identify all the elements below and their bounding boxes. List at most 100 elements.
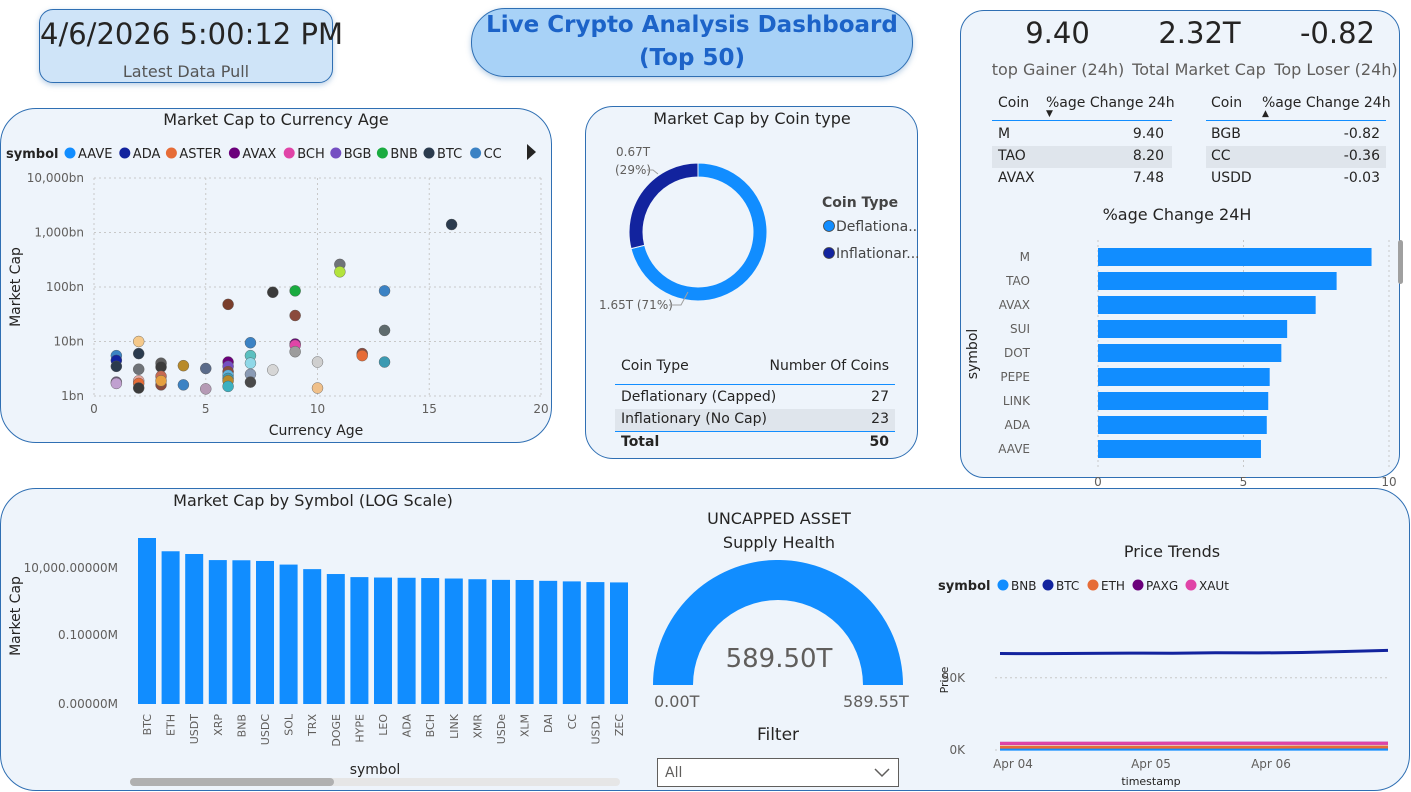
legend-title: symbol bbox=[6, 147, 58, 162]
gauge-max: 589.55T bbox=[843, 692, 909, 711]
legend-label: XAUt bbox=[1199, 579, 1229, 593]
total-label: Total bbox=[621, 434, 660, 450]
scatter-chart[interactable]: Market Cap to Currency Age symbol AAVE ADA A… bbox=[0, 108, 552, 443]
donut-slice bbox=[630, 162, 768, 302]
scatter-point bbox=[132, 347, 145, 360]
bar bbox=[586, 582, 605, 704]
bar bbox=[232, 560, 251, 704]
x-tick-label: 10 bbox=[1381, 475, 1396, 489]
filter-value: All bbox=[665, 765, 683, 781]
y-tick-label: 10bn bbox=[54, 335, 85, 349]
y-tick-label: 10,000.00000M bbox=[24, 561, 118, 575]
gauge-title: UNCAPPED ASSET bbox=[707, 509, 851, 528]
y-tick-label: 0.00000M bbox=[58, 697, 118, 711]
filter-label: Filter bbox=[756, 725, 800, 745]
coin-type-table-header: Coin Type Number Of Coins bbox=[615, 355, 895, 385]
scatter-card bbox=[0, 108, 552, 443]
coin-cell: BGB bbox=[1211, 126, 1241, 142]
legend-marker bbox=[283, 147, 295, 159]
legend-label: BTC bbox=[437, 147, 462, 162]
legend-label: BNB bbox=[390, 147, 418, 162]
scatter-point bbox=[177, 359, 190, 372]
scatter-point bbox=[356, 349, 368, 362]
x-tick-label: Apr 05 bbox=[1131, 757, 1171, 771]
scatter-point bbox=[132, 335, 145, 348]
scatter-point bbox=[334, 266, 346, 278]
legend-next-icon bbox=[527, 144, 536, 160]
dashboard-title-line1: Live Crypto Analysis Dashboard bbox=[486, 12, 898, 38]
bar bbox=[397, 577, 416, 704]
bar bbox=[326, 574, 345, 704]
legend-title: symbol bbox=[938, 579, 990, 594]
x-tick-label: USDC bbox=[259, 714, 272, 746]
gainers-header-change[interactable]: %age Change 24h bbox=[1046, 95, 1175, 111]
x-tick-label: BNB bbox=[235, 714, 248, 737]
legend-label: ASTER bbox=[179, 147, 221, 162]
data-label: 0.67T bbox=[616, 145, 651, 159]
x-tick-label: XMR bbox=[471, 714, 484, 739]
bar bbox=[492, 579, 510, 704]
total-value: 50 bbox=[869, 434, 889, 450]
pct-change-chart[interactable]: %age Change 24H 0 5 10 M TAO AVAX SUI DOT PEPE LIN… bbox=[960, 198, 1400, 514]
bar bbox=[303, 569, 322, 704]
y-tick-label: 50K bbox=[942, 671, 966, 685]
y-tick-label: 0K bbox=[949, 743, 966, 757]
legend-marker bbox=[165, 147, 177, 159]
last-refresh-datetime: 4/6/2026 5:00:12 PM bbox=[40, 17, 343, 51]
total-market-cap-value: 2.32T bbox=[1158, 16, 1241, 50]
series-line-btc bbox=[999, 648, 1389, 656]
x-tick-label: 5 bbox=[1240, 475, 1248, 489]
coin-type-table: Coin Type Number Of Coins Deflationary (… bbox=[615, 355, 895, 455]
legend-marker bbox=[1185, 579, 1197, 591]
filter-dropdown[interactable]: All bbox=[657, 758, 899, 787]
scatter-point bbox=[378, 285, 391, 297]
losers-header-change[interactable]: %age Change 24h bbox=[1262, 95, 1391, 111]
donut-chart[interactable]: Market Cap by Coin type 1.65T (71%) 0.67T (… bbox=[585, 106, 918, 356]
scrollbar-thumb[interactable] bbox=[130, 778, 334, 786]
x-tick-label: XRP bbox=[212, 714, 225, 736]
y-axis-title: Price bbox=[938, 666, 951, 693]
scatter-point bbox=[244, 337, 257, 349]
x-tick-label: SOL bbox=[283, 713, 296, 736]
sort-desc-icon: ▼ bbox=[1046, 109, 1053, 119]
chevron-down-icon bbox=[874, 768, 890, 778]
bar bbox=[1098, 416, 1267, 434]
table-row: Deflationary (Capped) 27 bbox=[615, 387, 895, 409]
x-tick-label: 10 bbox=[310, 402, 325, 416]
scatter-point bbox=[132, 363, 145, 375]
bar bbox=[421, 578, 440, 704]
gauge-value: 589.50T bbox=[725, 644, 833, 674]
log-bar-chart[interactable]: Market Cap by Symbol (LOG Scale) 0.00000M… bbox=[0, 488, 640, 792]
scrollbar-vertical[interactable] bbox=[1398, 240, 1403, 284]
scatter-point bbox=[222, 298, 234, 311]
bar bbox=[1098, 368, 1270, 386]
chart-title: %age Change 24H bbox=[1103, 205, 1252, 224]
bar bbox=[256, 560, 274, 704]
y-tick-label: M bbox=[1020, 250, 1030, 264]
table-row: TAO 8.20 bbox=[992, 146, 1172, 168]
scrollbar-horizontal[interactable] bbox=[130, 778, 620, 786]
change-cell: 7.48 bbox=[1132, 170, 1164, 186]
x-tick-label: LINK bbox=[448, 713, 461, 739]
top-gainer-label: top Gainer (24h) bbox=[991, 60, 1125, 79]
table-row: BGB -0.82 bbox=[1206, 124, 1386, 146]
legend-label: AAVE bbox=[78, 147, 112, 162]
table-row: M 9.40 bbox=[992, 124, 1172, 146]
data-label: (29%) bbox=[615, 163, 651, 177]
leader-line bbox=[669, 291, 689, 306]
coin-type-header-count: Number Of Coins bbox=[769, 358, 890, 374]
coin-count-cell: 27 bbox=[871, 389, 889, 405]
price-trend-chart[interactable]: Price Trends symbol BNB BTC ETH PAXG XAUt 0K 50K… bbox=[925, 530, 1400, 792]
y-tick-label: ADA bbox=[1005, 418, 1031, 432]
bar bbox=[515, 579, 534, 704]
legend-label: Deflationa... bbox=[836, 219, 918, 235]
gainers-header-coin[interactable]: Coin bbox=[998, 95, 1030, 111]
y-tick-label: LINK bbox=[1003, 394, 1031, 408]
scatter-point bbox=[177, 379, 190, 391]
legend-marker bbox=[823, 247, 835, 259]
legend-marker bbox=[119, 147, 131, 159]
y-tick-label: 1,000bn bbox=[34, 226, 84, 240]
losers-header-coin[interactable]: Coin bbox=[1211, 95, 1243, 111]
scatter-point bbox=[378, 356, 391, 368]
scatter-point bbox=[222, 380, 234, 393]
